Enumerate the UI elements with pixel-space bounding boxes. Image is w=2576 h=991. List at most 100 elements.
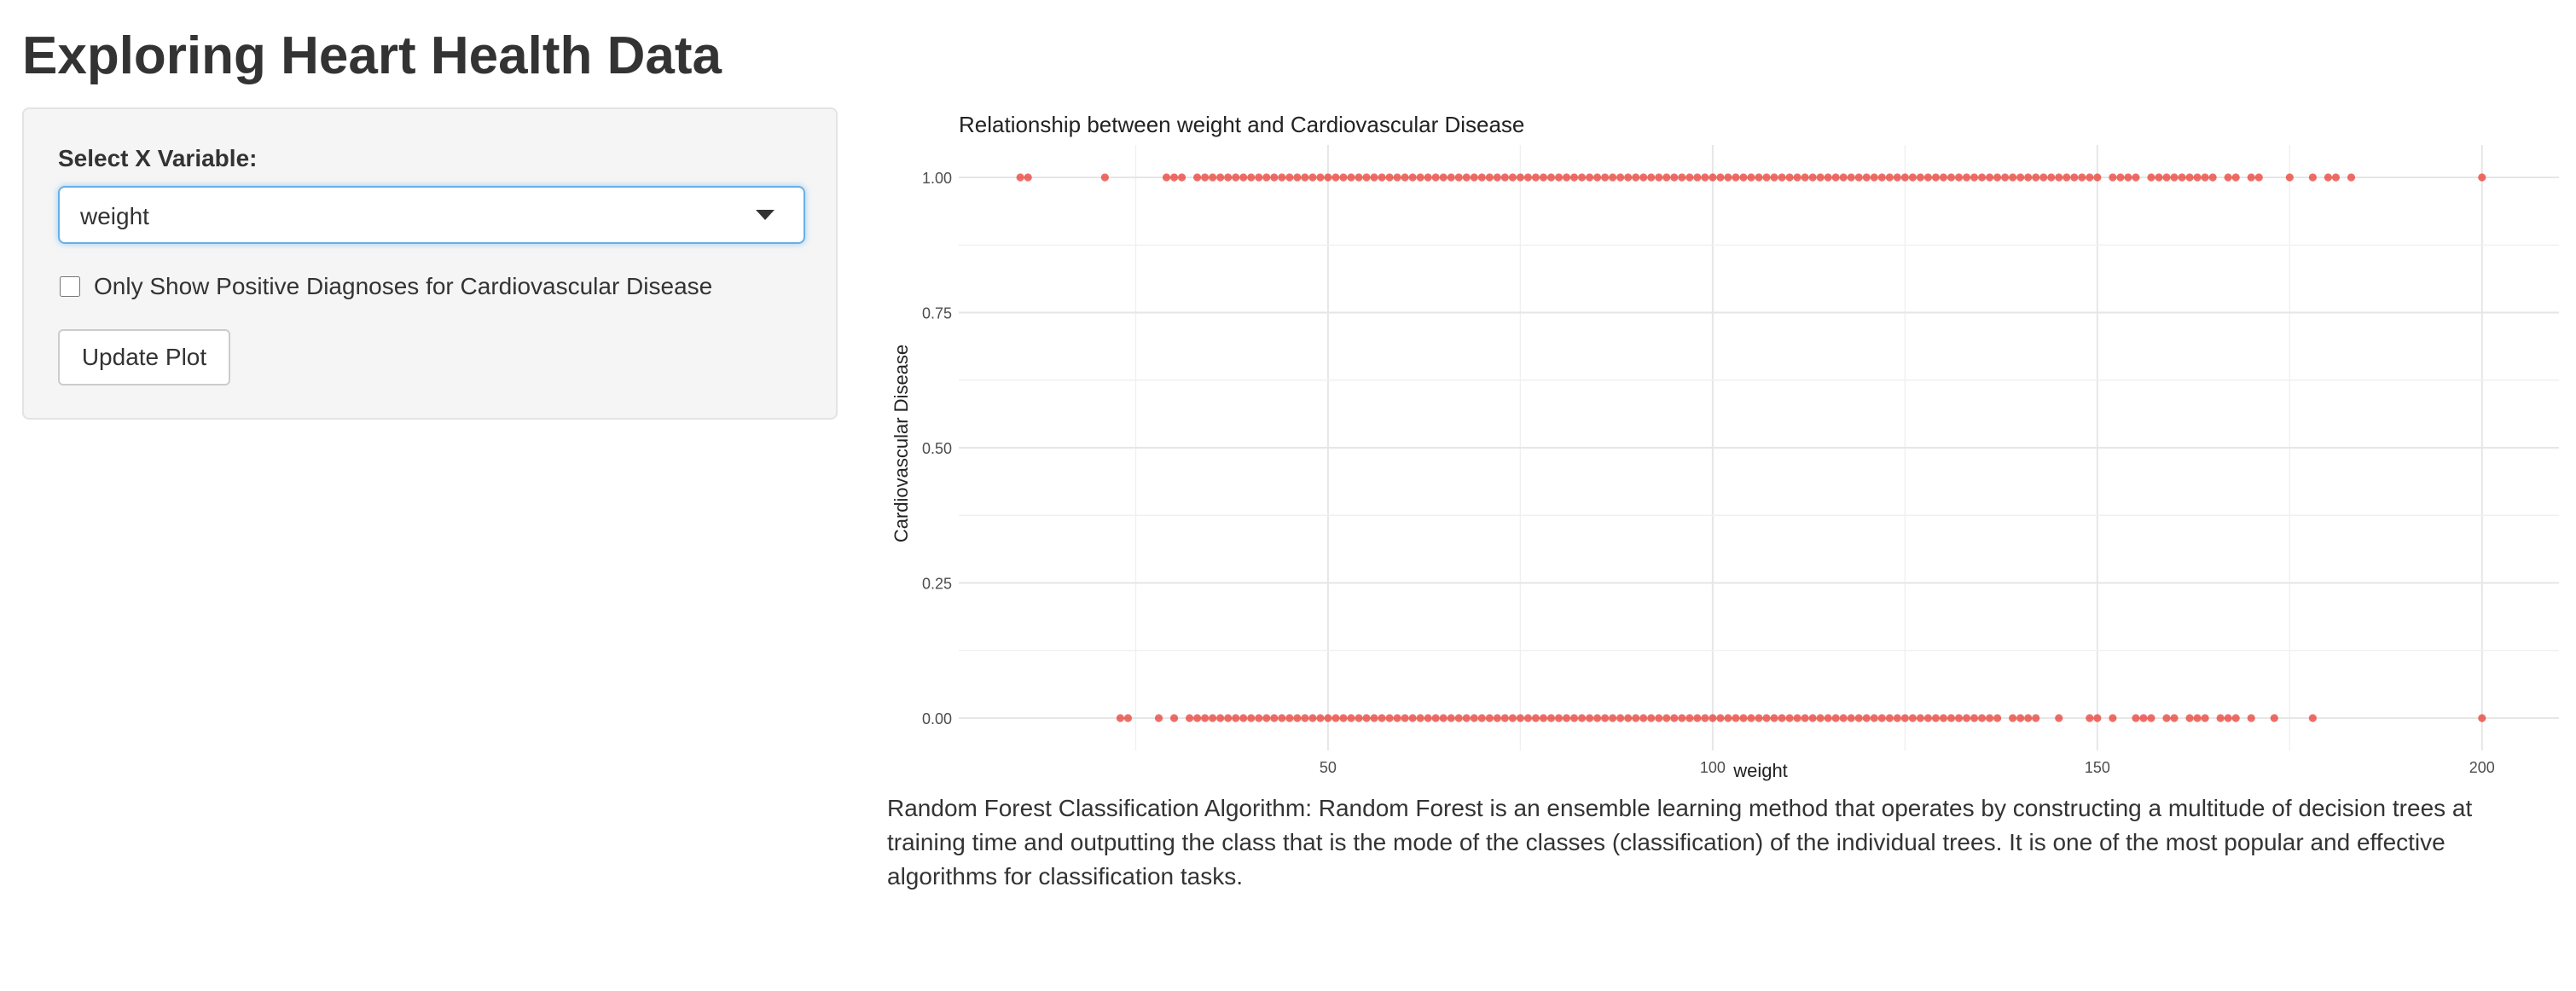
data-point	[1770, 173, 1778, 182]
data-point	[2201, 173, 2209, 182]
data-point	[1523, 714, 1533, 722]
data-point	[2009, 173, 2017, 182]
data-point	[2178, 173, 2186, 182]
data-point	[2216, 714, 2225, 722]
data-point	[1169, 173, 1179, 182]
data-point	[1378, 173, 1386, 182]
scatter-chart: Relationship between weight and Cardiova…	[891, 112, 2559, 781]
data-point	[1247, 173, 1256, 182]
data-points	[1016, 173, 2486, 722]
x-axis-label: weight	[1732, 760, 1788, 781]
data-point	[2224, 714, 2232, 722]
data-point	[1808, 714, 1817, 722]
data-point	[1385, 173, 1394, 182]
data-point	[2093, 173, 2102, 182]
data-point	[1255, 173, 1263, 182]
data-point	[1569, 714, 1579, 722]
data-point	[2185, 714, 2194, 722]
x-tick-label: 100	[1700, 759, 1726, 776]
data-point	[2078, 173, 2086, 182]
data-point	[1316, 173, 1325, 182]
data-point	[2009, 714, 2017, 722]
data-point	[1632, 714, 1640, 722]
data-point	[1923, 173, 1933, 182]
data-point	[2086, 714, 2094, 722]
data-point	[2109, 173, 2117, 182]
data-point	[1847, 173, 1855, 182]
data-point	[1862, 173, 1871, 182]
data-point	[1601, 714, 1610, 722]
data-point	[1278, 173, 1286, 182]
x-tick-label: 150	[2085, 759, 2110, 776]
data-point	[1870, 173, 1878, 182]
data-point	[1732, 173, 1740, 182]
y-tick-label: 0.00	[922, 710, 952, 727]
data-point	[1893, 173, 1901, 182]
data-point	[1362, 714, 1371, 722]
data-point	[2247, 173, 2255, 182]
data-point	[1262, 714, 1271, 722]
data-point	[1854, 173, 1863, 182]
data-point	[1169, 714, 1179, 722]
x-tick-label: 50	[1320, 759, 1337, 776]
data-point	[1962, 714, 1971, 722]
data-point	[2201, 714, 2209, 722]
data-point	[1893, 714, 1901, 722]
data-point	[1192, 173, 1202, 182]
data-point	[2270, 714, 2278, 722]
data-point	[1639, 173, 1648, 182]
data-point	[1632, 173, 1640, 182]
data-point	[1454, 714, 1463, 722]
data-point	[1293, 173, 1302, 182]
data-point	[1877, 714, 1886, 722]
y-tick-label: 0.50	[922, 440, 952, 457]
data-point	[1839, 714, 1848, 722]
data-point	[1939, 714, 1948, 722]
data-point	[1577, 173, 1587, 182]
data-point	[1655, 173, 1663, 182]
data-point	[1431, 173, 1440, 182]
data-point	[1939, 173, 1948, 182]
data-point	[1678, 173, 1686, 182]
data-point	[1301, 714, 1309, 722]
data-point	[1662, 173, 1671, 182]
data-point	[1454, 173, 1463, 182]
data-point	[1900, 714, 1909, 722]
data-point	[1516, 714, 1525, 722]
data-point	[1370, 714, 1378, 722]
data-point	[1308, 714, 1317, 722]
data-point	[1185, 714, 1194, 722]
x-variable-select[interactable]: weight	[58, 186, 805, 244]
data-point	[1739, 714, 1748, 722]
data-point	[1531, 714, 1540, 722]
data-point	[1947, 714, 1956, 722]
data-point	[1216, 173, 1225, 182]
data-point	[1624, 714, 1633, 722]
positive-diagnoses-checkbox[interactable]	[60, 276, 80, 297]
data-point	[1816, 173, 1825, 182]
data-point	[1931, 173, 1941, 182]
data-point	[1016, 173, 1024, 182]
update-plot-button[interactable]: Update Plot	[58, 329, 230, 385]
data-point	[1808, 173, 1817, 182]
data-point	[1424, 173, 1432, 182]
data-point	[1324, 173, 1332, 182]
data-point	[1993, 173, 2002, 182]
data-point	[1685, 173, 1694, 182]
data-point	[2024, 714, 2033, 722]
data-point	[2347, 173, 2356, 182]
data-point	[1609, 714, 1617, 722]
data-point	[1908, 173, 1917, 182]
data-point	[1970, 173, 1979, 182]
data-point	[2132, 714, 2140, 722]
select-x-variable-label: Select X Variable:	[58, 145, 258, 171]
data-point	[1539, 714, 1548, 722]
data-point	[1678, 714, 1686, 722]
data-point	[1762, 714, 1771, 722]
x-axis-ticks: 50 100 150 200	[1320, 759, 2495, 776]
data-point	[2016, 714, 2025, 722]
data-point	[2224, 173, 2232, 182]
y-tick-label: 0.75	[922, 305, 952, 322]
positive-diagnoses-label[interactable]: Only Show Positive Diagnoses for Cardiov…	[94, 273, 713, 299]
data-point	[1601, 173, 1610, 182]
